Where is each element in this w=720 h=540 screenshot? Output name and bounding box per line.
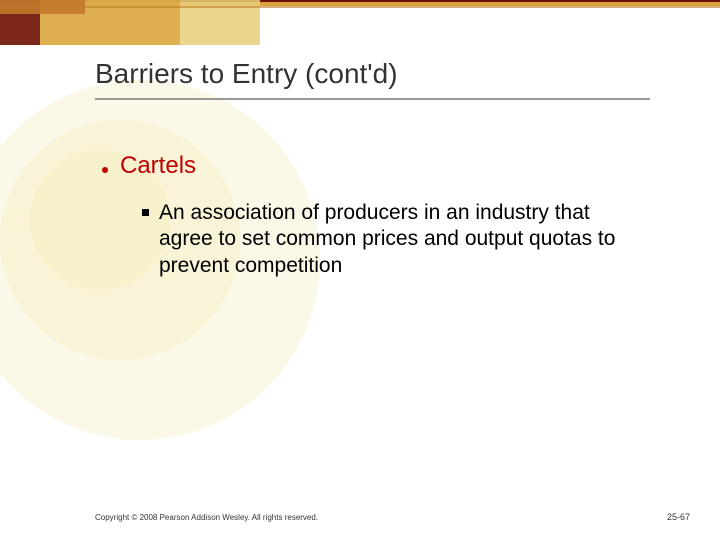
bullet-level1: Cartels: [102, 152, 196, 180]
bullet-level1-text: Cartels: [120, 152, 196, 180]
bullet-dot-icon: [102, 167, 108, 173]
bullet-square-icon: [142, 209, 149, 216]
page-number: 25-67: [667, 512, 690, 522]
copyright-text: Copyright © 2008 Pearson Addison Wesley.…: [95, 513, 318, 522]
bullet-level2-text: An association of producers in an indust…: [159, 200, 647, 279]
title-underline: [95, 98, 650, 100]
bullet-level2: An association of producers in an indust…: [142, 200, 647, 279]
slide-title: Barriers to Entry (cont'd): [95, 58, 398, 90]
